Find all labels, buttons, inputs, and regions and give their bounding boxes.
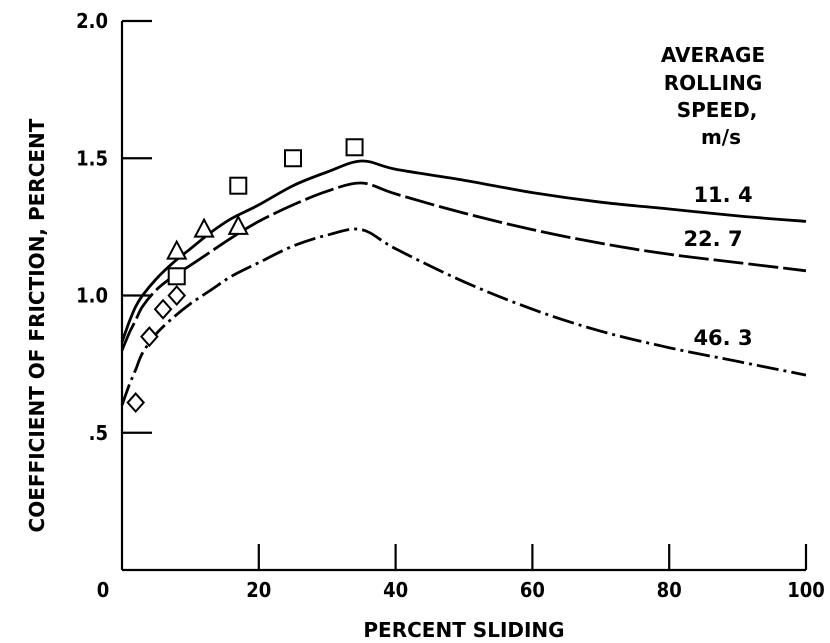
curve-label: 46. 3	[693, 326, 752, 350]
legend-title-line: SPEED,	[677, 98, 758, 122]
diamond-marker	[140, 326, 159, 348]
x-tick-label: 60	[520, 578, 545, 602]
x-tick-label: 20	[246, 578, 271, 602]
x-tick-label: 0	[97, 578, 110, 602]
square-marker	[284, 149, 302, 168]
x-tick-label: 80	[657, 578, 682, 602]
triangle-marker	[193, 217, 215, 238]
data-markers	[126, 138, 364, 414]
curve-label: 11. 4	[693, 183, 752, 207]
y-tick-label: 2.0	[76, 9, 108, 33]
curve-label: 22. 7	[683, 227, 742, 251]
triangle-marker	[166, 239, 188, 260]
diamond-marker	[167, 284, 187, 307]
axes	[120, 19, 808, 572]
triangle-marker	[227, 214, 249, 235]
x-tick-label: 100	[787, 578, 825, 602]
legend-title-line: m/s	[701, 125, 741, 149]
x-tick-label: 40	[383, 578, 408, 602]
legend-title-line: ROLLING	[664, 71, 763, 95]
diamond-marker	[153, 298, 173, 320]
legend-title-line: AVERAGE	[661, 43, 765, 67]
square-marker	[229, 176, 248, 195]
y-tick-label: 1.0	[76, 284, 108, 308]
y-axis-label: COEFFICIENT OF FRICTION, PERCENT	[25, 118, 49, 532]
curve-11-4	[120, 159, 807, 343]
text-labels: 0 20 40 60 80 100 .5 1.0 1.5 2.0 PERCENT SLIDING CO…	[25, 9, 825, 642]
diamond-marker	[126, 392, 146, 414]
y-tick-label: 1.5	[76, 146, 108, 170]
y-tick-label: .5	[89, 421, 108, 445]
x-axis-label: PERCENT SLIDING	[363, 618, 564, 642]
curves	[120, 159, 807, 406]
square-marker	[167, 267, 186, 286]
curve-46-3	[120, 227, 807, 406]
square-marker	[345, 138, 364, 157]
curve-22-7	[120, 181, 807, 351]
